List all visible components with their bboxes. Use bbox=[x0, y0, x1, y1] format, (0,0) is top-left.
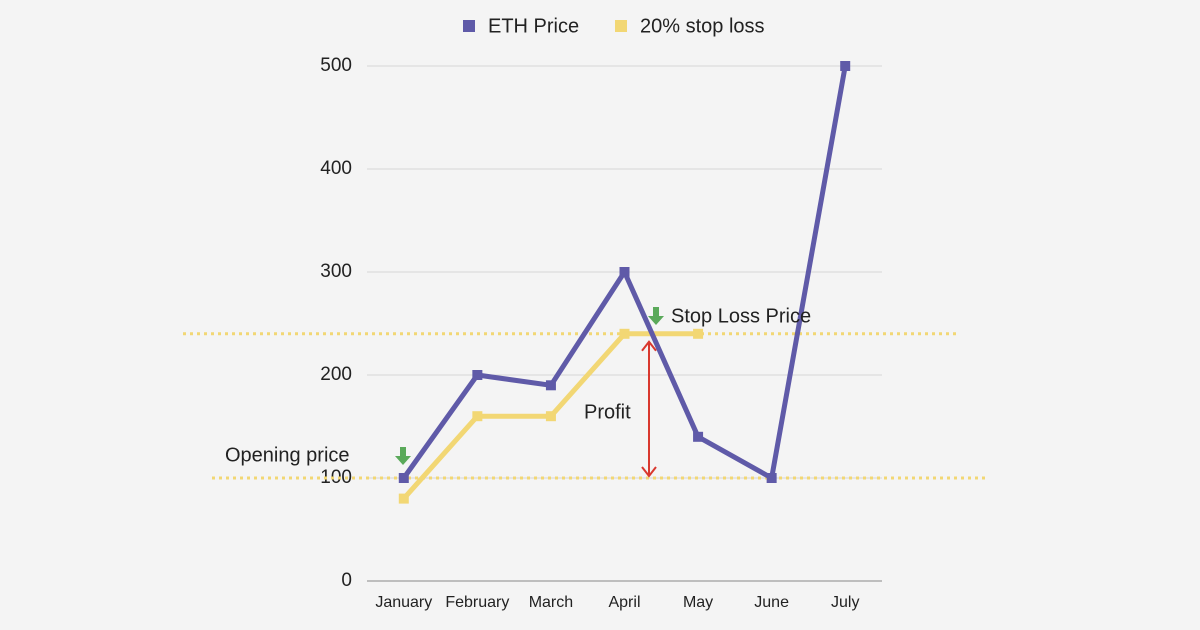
x-tick-label: June bbox=[754, 594, 789, 611]
y-tick-label: 0 bbox=[341, 570, 352, 591]
legend-swatch bbox=[615, 20, 627, 32]
x-tick-label: May bbox=[683, 594, 713, 611]
x-tick-label: February bbox=[445, 594, 509, 611]
point-marker bbox=[693, 328, 704, 339]
point-marker bbox=[545, 380, 556, 391]
legend-label: ETH Price bbox=[488, 15, 579, 37]
point-marker bbox=[766, 473, 777, 483]
annotation: Stop Loss Price bbox=[671, 305, 811, 327]
annotation-arrow bbox=[648, 307, 664, 325]
y-tick-label: 300 bbox=[320, 261, 352, 282]
point-marker bbox=[545, 411, 556, 422]
x-tick-label: July bbox=[831, 594, 859, 611]
annotation: Opening price bbox=[225, 444, 350, 466]
point-marker bbox=[693, 431, 704, 442]
legend-label: 20% stop loss bbox=[640, 15, 765, 37]
y-tick-label: 500 bbox=[320, 55, 352, 76]
point-marker bbox=[472, 411, 483, 422]
point-marker bbox=[398, 473, 409, 483]
point-marker bbox=[840, 61, 851, 71]
annotation-arrow bbox=[395, 447, 411, 465]
y-tick-label: 400 bbox=[320, 158, 352, 179]
x-tick-label: April bbox=[608, 594, 640, 611]
point-marker bbox=[619, 328, 630, 339]
profit-arrow bbox=[641, 340, 657, 478]
y-tick-label: 200 bbox=[320, 364, 352, 385]
x-tick-label: March bbox=[529, 594, 573, 611]
y-tick-label: 100 bbox=[320, 467, 352, 488]
legend-swatch bbox=[463, 20, 475, 32]
point-marker bbox=[619, 267, 630, 277]
point-marker bbox=[398, 493, 409, 504]
annotation: Profit bbox=[584, 401, 631, 423]
point-marker bbox=[472, 370, 483, 380]
x-tick-label: January bbox=[375, 594, 432, 611]
